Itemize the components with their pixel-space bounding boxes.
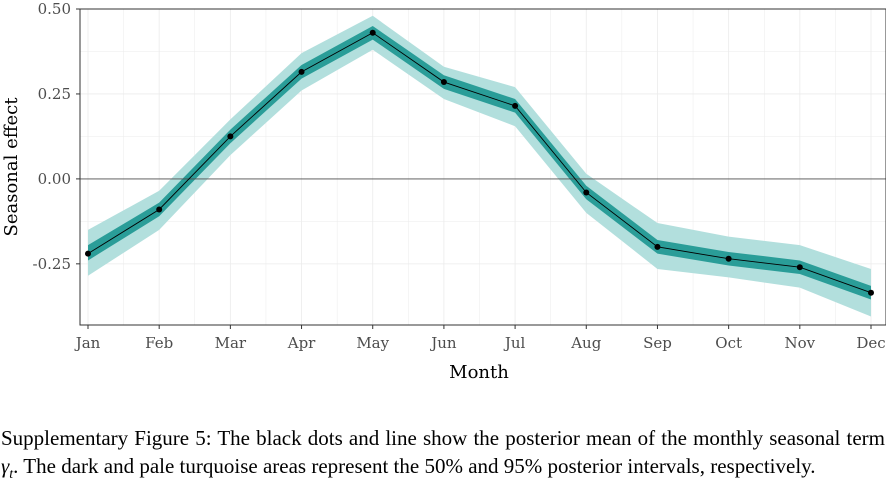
posterior-mean-point: [725, 255, 732, 262]
x-tick-label: Apr: [287, 334, 316, 352]
y-tick-label: 0.00: [38, 170, 71, 188]
x-tick-label: Aug: [570, 334, 601, 352]
y-tick-label: -0.25: [33, 255, 71, 273]
posterior-mean-point: [369, 29, 376, 36]
x-axis-title: Month: [449, 362, 509, 383]
seasonal-effect-chart: 0.50 0.25 0.00 -0.25 Jan Feb Mar Apr May Jun Jul A…: [1, 0, 886, 383]
mean-points-group: [85, 29, 874, 296]
y-tick-label: 0.25: [38, 85, 71, 103]
posterior-mean-point: [868, 289, 874, 296]
x-tick-label: Jan: [74, 334, 101, 352]
posterior-mean-point: [227, 133, 234, 140]
posterior-mean-line: [87, 32, 872, 294]
x-tick-label: Oct: [715, 334, 742, 352]
panel-border: [79, 8, 886, 326]
x-axis: Jan Feb Mar Apr May Jun Jul Aug Sep Oct Nov Dec: [74, 325, 886, 352]
x-tick-label: Jun: [429, 334, 457, 352]
posterior-mean-point: [85, 250, 91, 257]
x-tick-label: Dec: [856, 334, 885, 352]
posterior-mean-point: [583, 189, 590, 196]
y-axis-title: Seasonal effect: [1, 97, 22, 237]
posterior-mean-point: [654, 243, 661, 250]
x-tick-label: Nov: [784, 334, 815, 352]
caption-text-before: The black dots and line show the posteri…: [211, 426, 885, 450]
posterior-mean-point: [512, 102, 519, 109]
y-tick-label: 0.50: [38, 0, 71, 18]
interval-50-band: [88, 25, 871, 300]
interval-50-band-group: [88, 25, 871, 300]
mean-line-group: [87, 32, 872, 294]
gamma-subscript: t: [9, 466, 14, 482]
x-tick-label: Feb: [145, 334, 173, 352]
caption-text-after: . The dark and pale turquoise areas repr…: [13, 453, 816, 478]
posterior-mean-point: [298, 68, 305, 75]
figure-caption: Supplementary Figure 5: The black dots a…: [1, 425, 885, 482]
posterior-mean-point: [796, 264, 803, 271]
x-tick-label: Jul: [503, 334, 526, 352]
x-tick-label: Mar: [215, 334, 247, 352]
grid-lines: [80, 8, 886, 325]
gamma-symbol: γ: [1, 453, 10, 478]
posterior-mean-point: [440, 79, 447, 86]
posterior-mean-point: [156, 206, 163, 213]
caption-lead: Supplementary Figure 5:: [1, 426, 212, 450]
y-axis: 0.50 0.25 0.00 -0.25: [33, 0, 80, 273]
x-tick-label: May: [356, 334, 389, 352]
x-tick-label: Sep: [643, 334, 672, 352]
